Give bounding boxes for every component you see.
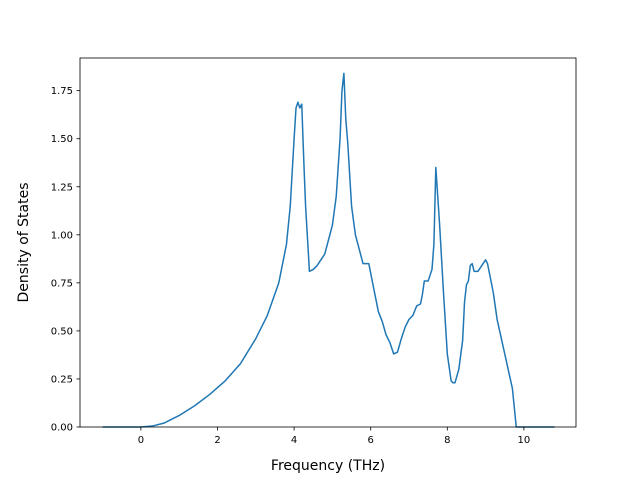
- x-axis-label: Frequency (THz): [271, 458, 385, 474]
- y-axis-label: Density of States: [16, 183, 32, 303]
- x-tick-label: 10: [518, 435, 531, 446]
- x-tick-label: 4: [291, 435, 297, 446]
- y-tick-label: 0.00: [51, 423, 73, 434]
- y-tick-label: 0.25: [51, 374, 73, 385]
- plot-area: [102, 72, 555, 428]
- y-tick-label: 1.00: [51, 230, 73, 241]
- x-tick-label: 2: [214, 435, 220, 446]
- x-tick-label: 0: [138, 435, 144, 446]
- x-tick-label: 8: [444, 435, 450, 446]
- dos-series-line: [102, 72, 555, 428]
- y-tick-label: 0.50: [51, 326, 73, 337]
- y-tick-label: 1.50: [51, 134, 73, 145]
- x-axis-ticks: 0 2 4 6 8 10: [138, 427, 531, 446]
- y-tick-label: 1.25: [51, 182, 73, 193]
- y-tick-label: 1.75: [51, 86, 73, 97]
- x-tick-label: 6: [368, 435, 374, 446]
- y-axis-ticks: 0.00 0.25 0.50 0.75 1.00 1.25 1.50 1.75: [51, 86, 80, 434]
- axes-frame: [79, 57, 577, 428]
- y-tick-label: 0.75: [51, 278, 73, 289]
